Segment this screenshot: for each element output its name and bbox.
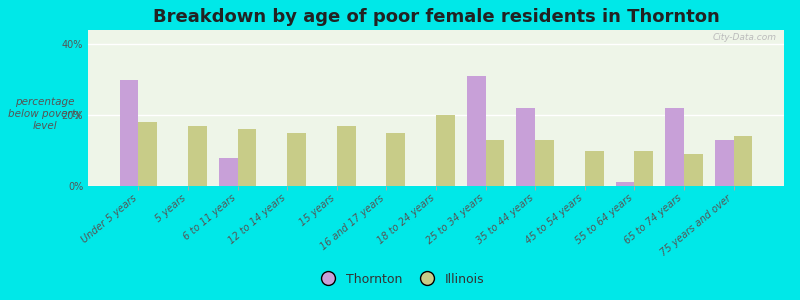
Bar — [486, 140, 505, 186]
Bar — [138, 122, 158, 186]
Bar — [684, 154, 702, 186]
Bar — [535, 140, 554, 186]
Bar — [219, 158, 238, 186]
Bar — [436, 115, 455, 186]
Bar — [386, 133, 406, 186]
Bar — [516, 108, 535, 186]
Bar — [466, 76, 486, 186]
Bar — [734, 136, 752, 186]
Bar — [714, 140, 734, 186]
Bar — [120, 80, 138, 186]
Bar — [615, 182, 634, 186]
Bar — [634, 151, 653, 186]
Bar — [585, 151, 604, 186]
Bar — [287, 133, 306, 186]
Text: City-Data.com: City-Data.com — [713, 33, 777, 42]
Legend: Thornton, Illinois: Thornton, Illinois — [310, 268, 490, 291]
Bar — [665, 108, 684, 186]
Bar — [188, 126, 207, 186]
Title: Breakdown by age of poor female residents in Thornton: Breakdown by age of poor female resident… — [153, 8, 719, 26]
Text: percentage
below poverty
level: percentage below poverty level — [8, 98, 82, 130]
Bar — [238, 129, 257, 186]
Bar — [337, 126, 356, 186]
